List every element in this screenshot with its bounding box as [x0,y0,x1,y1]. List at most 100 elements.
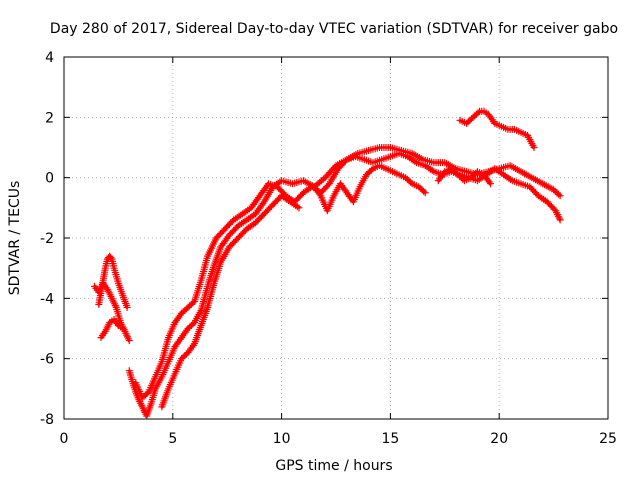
plus-marker [411,157,419,165]
x-tick-label: 25 [599,431,617,447]
plus-marker [428,166,436,174]
series-track-1 [91,279,133,345]
plus-marker [553,189,561,197]
plus-marker [178,309,185,317]
plus-marker [293,203,301,211]
y-tick-label: -6 [40,352,54,368]
plus-marker [364,169,372,177]
plus-marker [469,113,477,121]
series-track-3 [97,316,127,342]
plus-marker [323,172,331,180]
grid [64,57,608,419]
plus-marker [181,352,189,360]
series-track-9 [434,165,494,188]
plus-marker [420,187,428,195]
plus-marker [366,168,374,176]
plus-marker [186,323,194,331]
plus-marker [186,302,194,310]
y-tick-label: -4 [40,291,54,307]
series-track-6 [158,192,303,411]
plus-marker [469,172,476,180]
plus-marker [454,171,462,179]
series-track-2 [95,252,131,311]
plus-marker [140,392,148,400]
plus-marker [456,172,463,180]
plus-marker [324,170,332,178]
plus-marker [418,186,426,194]
plus-marker [184,325,192,332]
plus-marker [179,308,187,316]
plus-marker [184,303,192,311]
plus-marker [107,254,115,262]
plus-marker [486,180,494,188]
plus-marker [550,186,558,194]
plus-marker [179,353,187,361]
x-tick-label: 15 [381,431,399,447]
plus-marker [530,144,538,151]
plus-marker [470,171,478,179]
x-tick-label: 5 [168,431,177,447]
x-tick-label: 0 [60,431,69,447]
plus-marker [189,299,197,307]
plus-marker [416,184,424,192]
plus-marker [472,110,480,118]
y-tick-label: 0 [45,171,54,187]
plus-marker [402,174,410,182]
plus-marker [415,183,423,191]
plus-marker [295,204,303,212]
plus-marker [555,190,562,198]
y-tick-label: 4 [45,50,54,66]
plus-marker [363,171,370,179]
series-track-4 [125,144,564,420]
plus-marker [449,166,457,174]
plus-marker [463,119,471,127]
plus-marker [276,186,284,194]
plus-marker [556,216,564,224]
y-tick-label: -2 [40,231,54,247]
plus-marker [341,157,349,165]
plus-marker [125,337,133,345]
plus-marker [367,166,375,174]
plus-marker [468,115,475,123]
plus-marker [421,189,429,197]
plus-marker [259,200,267,207]
plus-marker [123,303,131,311]
plus-marker [407,178,414,186]
plus-marker [143,389,151,397]
plus-marker [181,306,189,314]
series-line [160,194,301,409]
plus-marker [142,391,150,399]
x-tick-label: 20 [490,431,508,447]
plus-marker [457,174,465,182]
plus-marker [451,168,459,176]
plus-marker [187,300,195,308]
plus-marker [556,192,564,200]
x-tick-label: 10 [273,431,291,447]
plus-marker [405,177,413,185]
plus-marker [178,355,185,363]
plus-marker [326,169,334,176]
axis-ticks: 0 5 10 15 20 25 -8 -6 -4 -2 0 2 4 [40,50,617,447]
plus-marker [452,169,460,177]
x-axis-label: GPS time / hours [275,458,392,474]
plus-marker [551,187,559,195]
plus-marker [474,109,482,117]
plus-marker [471,112,479,120]
plus-marker [138,394,146,402]
y-axis-label: SDTVAR / TECUs [7,181,23,296]
plus-marker [447,165,455,173]
plus-marker [464,118,472,126]
chart-title: Day 280 of 2017, Sidereal Day-to-day VTE… [50,21,618,37]
y-tick-label: -8 [40,412,54,428]
plus-marker [119,325,127,332]
plus-marker [466,116,474,124]
data-series [91,107,564,420]
plus-marker [403,175,411,183]
plus-marker [187,322,195,329]
series-track-7 [310,162,429,215]
series-track-8 [456,107,538,151]
series-track-5 [132,150,564,402]
plus-marker [182,305,190,313]
y-tick-label: 2 [45,110,54,126]
